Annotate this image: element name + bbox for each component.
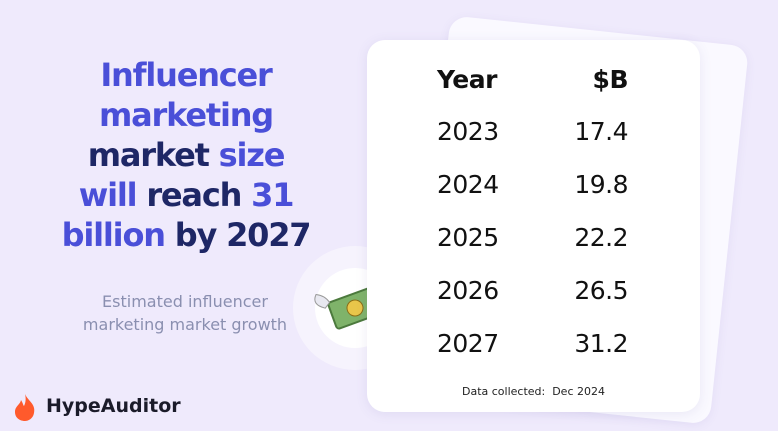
header-cell: Year	[437, 65, 497, 94]
table-card: Year $B 2023 17.4 2024 19.8 2025 22.2 2026 26.5…	[367, 40, 700, 412]
value-cell: 31.2	[574, 329, 628, 358]
footnote: Data collected: Dec 2024	[461, 385, 605, 398]
subtitle: Estimated influencer marketing market gr…	[82, 292, 288, 334]
value-cell: 22.2	[574, 223, 628, 252]
headline-part: by 2027	[174, 216, 312, 254]
headline-part: 31 billion	[61, 176, 295, 254]
value-cell: 19.8	[574, 170, 628, 199]
brand-logo	[15, 394, 35, 421]
header-cell: $B	[592, 65, 629, 94]
year-cell: 2023	[437, 117, 499, 146]
year-cell: 2025	[437, 223, 499, 252]
brand-name: HypeAuditor	[46, 395, 181, 417]
year-cell: 2026	[437, 276, 499, 305]
year-cell: 2027	[437, 329, 499, 358]
headline-part: market	[87, 136, 210, 174]
value-cell: 17.4	[574, 117, 628, 146]
value-cell: 26.5	[574, 276, 628, 305]
headline: Influencer marketing market size will re…	[55, 55, 317, 255]
year-cell: 2024	[437, 170, 499, 199]
headline-part: reach	[146, 176, 242, 214]
headline-part: Influencer marketing	[99, 56, 274, 134]
headline-part: size will	[78, 136, 286, 214]
